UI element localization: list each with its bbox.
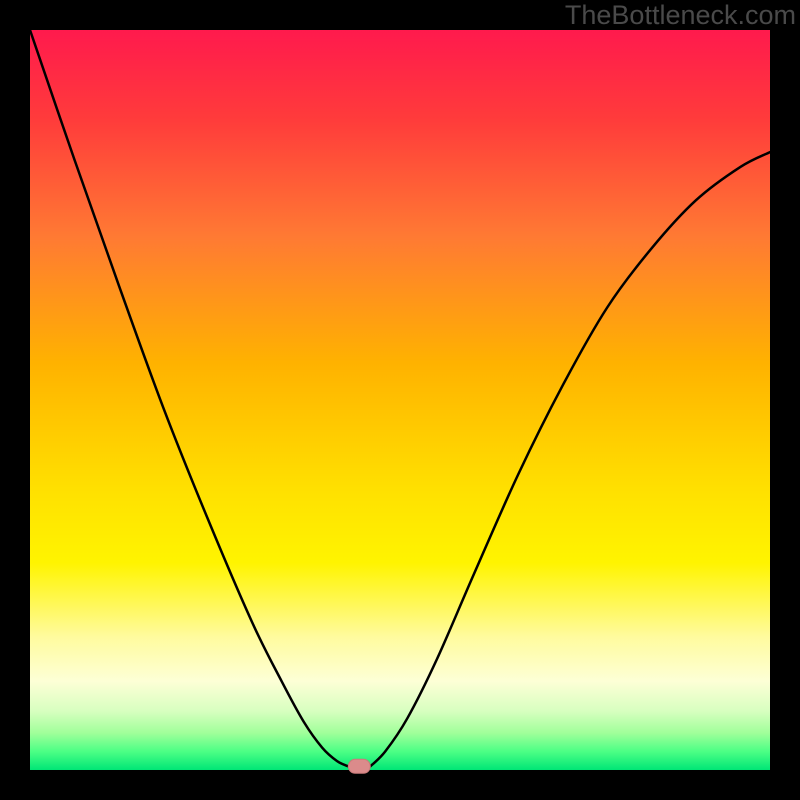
curve-right-branch — [370, 152, 770, 766]
bottleneck-curve — [30, 30, 770, 770]
optimal-marker — [348, 759, 370, 773]
plot-area — [30, 30, 770, 770]
curve-left-branch — [30, 30, 348, 766]
chart-canvas: TheBottleneck.com — [0, 0, 800, 800]
watermark-text: TheBottleneck.com — [565, 0, 796, 31]
